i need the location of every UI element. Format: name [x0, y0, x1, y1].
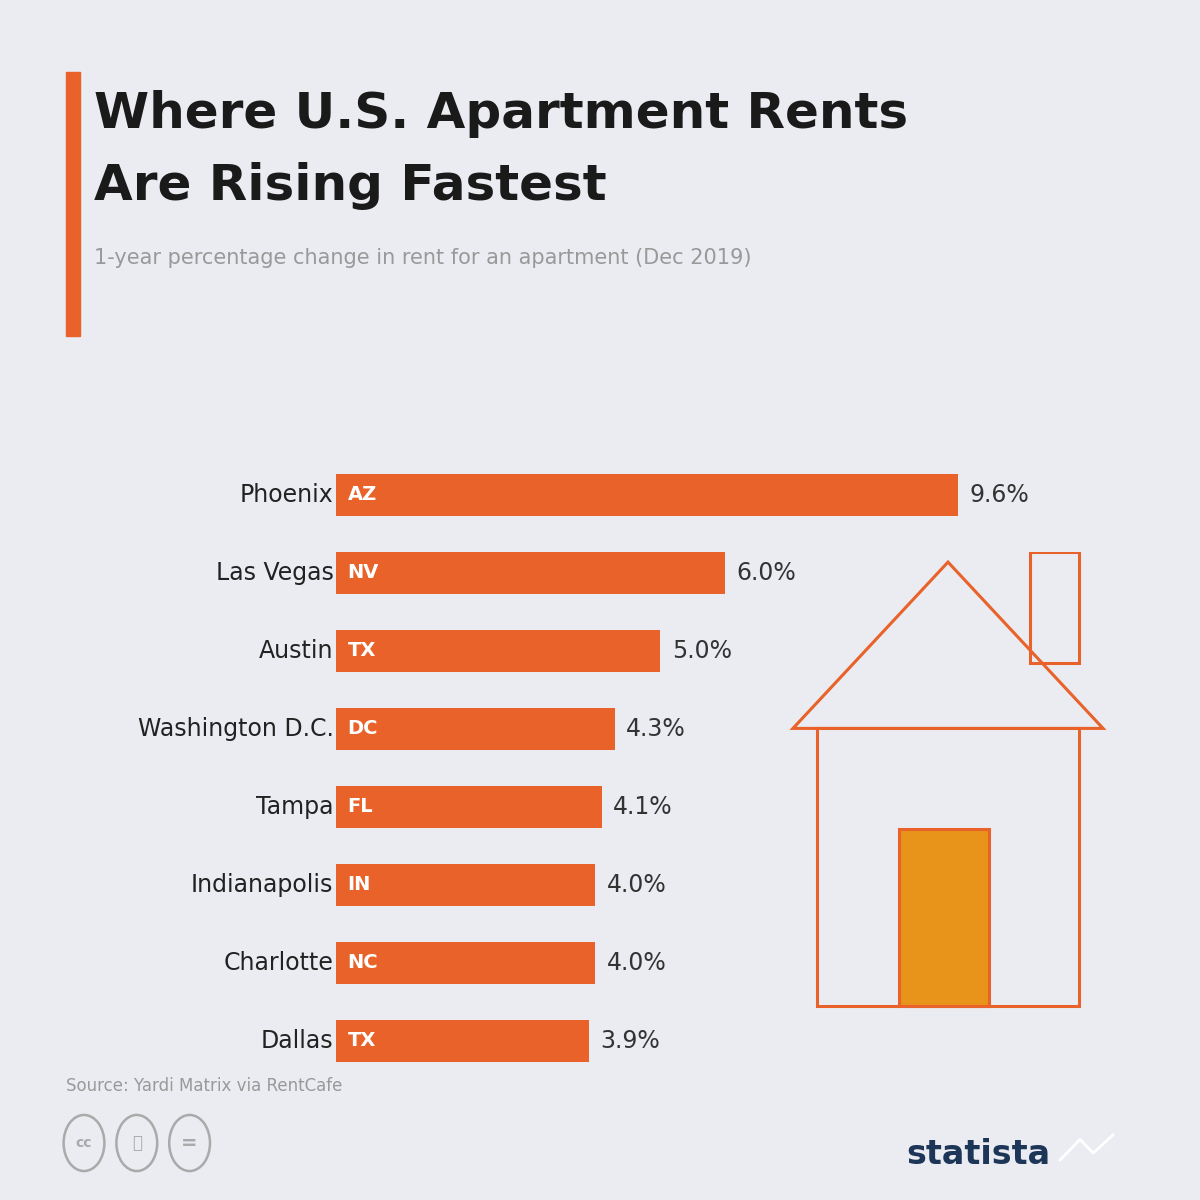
Bar — [336, 1020, 589, 1062]
Text: 6.0%: 6.0% — [737, 560, 797, 584]
Text: NV: NV — [348, 564, 379, 582]
Text: ⓘ: ⓘ — [132, 1134, 142, 1152]
Bar — [1030, 552, 1079, 662]
Text: 4.0%: 4.0% — [607, 950, 667, 974]
Bar — [336, 786, 601, 828]
Text: statista: statista — [906, 1138, 1050, 1171]
Text: 3.9%: 3.9% — [600, 1028, 660, 1054]
Text: NC: NC — [348, 954, 378, 972]
Bar — [336, 864, 595, 906]
Text: Las Vegas: Las Vegas — [216, 560, 334, 584]
Text: Tampa: Tampa — [256, 794, 334, 818]
Text: Austin: Austin — [259, 638, 334, 662]
Text: 4.1%: 4.1% — [613, 794, 673, 818]
Bar — [336, 708, 614, 750]
Text: cc: cc — [76, 1136, 92, 1150]
Text: Phoenix: Phoenix — [240, 482, 334, 506]
Bar — [336, 552, 725, 594]
Text: Charlotte: Charlotte — [223, 950, 334, 974]
Bar — [899, 829, 989, 1006]
Bar — [899, 829, 989, 1006]
Text: TX: TX — [348, 1032, 376, 1050]
Text: TX: TX — [348, 642, 376, 660]
Text: =: = — [181, 1134, 198, 1152]
Bar — [336, 942, 595, 984]
Bar — [817, 728, 1079, 1006]
Bar — [336, 630, 660, 672]
Text: 5.0%: 5.0% — [672, 638, 732, 662]
Text: Source: Yardi Matrix via RentCafe: Source: Yardi Matrix via RentCafe — [66, 1078, 342, 1094]
Text: AZ: AZ — [348, 486, 377, 504]
Text: Indianapolis: Indianapolis — [191, 874, 334, 898]
Text: IN: IN — [348, 876, 371, 894]
Text: Where U.S. Apartment Rents: Where U.S. Apartment Rents — [94, 90, 907, 138]
Text: FL: FL — [348, 798, 373, 816]
Text: DC: DC — [348, 720, 378, 738]
Text: 1-year percentage change in rent for an apartment (Dec 2019): 1-year percentage change in rent for an … — [94, 248, 751, 268]
Text: Dallas: Dallas — [260, 1028, 334, 1054]
Bar — [336, 474, 958, 516]
Text: 9.6%: 9.6% — [970, 482, 1030, 506]
Text: Washington D.C.: Washington D.C. — [138, 716, 334, 740]
Text: 4.0%: 4.0% — [607, 874, 667, 898]
Text: 4.3%: 4.3% — [626, 716, 686, 740]
Text: Are Rising Fastest: Are Rising Fastest — [94, 162, 606, 210]
